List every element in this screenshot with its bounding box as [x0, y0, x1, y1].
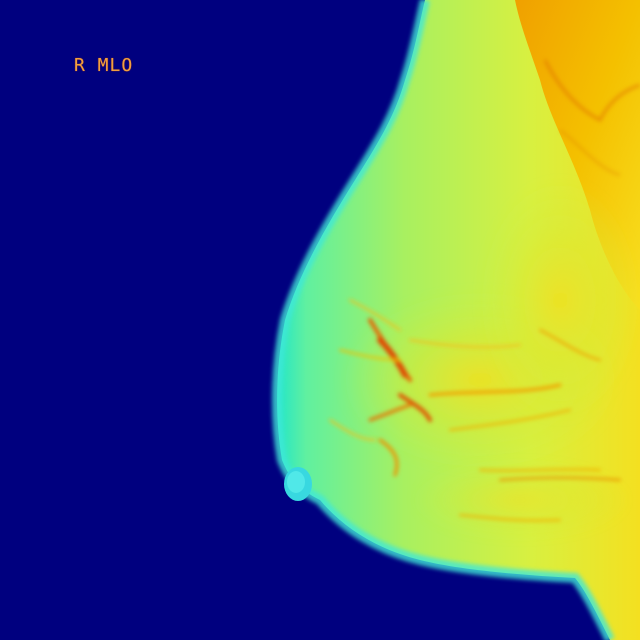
skin-edge	[272, 0, 615, 640]
tissue-strands	[329, 299, 621, 522]
view-label: R MLO	[74, 55, 134, 76]
